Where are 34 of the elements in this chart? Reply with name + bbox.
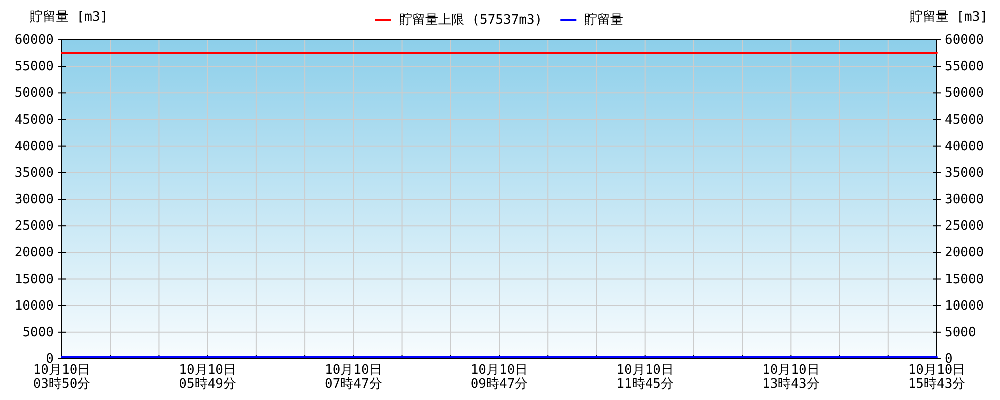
x-tick-label: 10月10日 13時43分 [762,363,820,392]
y2-tick-label: 40000 [945,139,984,154]
x-tick-label: 10月10日 03時50分 [33,363,91,392]
x-tick-label: 10月10日 11時45分 [616,363,674,392]
y2-tick-label: 60000 [945,33,984,48]
y2-tick-label: 30000 [945,192,984,208]
y2-tick-label: 5000 [945,325,976,340]
y2-tick-label: 50000 [945,86,984,102]
y-tick-label: 35000 [14,166,54,181]
x-tick-label: 10月10日 05時49分 [179,363,236,392]
y-tick-label: 55000 [14,60,54,75]
y2-axis-title: 貯留量 [m3] [910,10,988,25]
y-axis-title: 貯留量 [m3] [30,10,108,25]
y-tick-label: 15000 [14,272,54,288]
legend-label: 貯留量 [584,13,624,28]
y-tick-label: 40000 [14,139,54,154]
x-tick-label: 10月10日 07時47分 [325,363,382,392]
y-tick-label: 5000 [22,325,54,340]
y2-tick-label: 10000 [945,298,984,314]
y-tick-label: 50000 [14,86,54,102]
y2-tick-label: 55000 [945,60,984,75]
y-tick-label: 60000 [14,33,54,48]
y-tick-label: 30000 [14,192,54,208]
x-tick-label: 10月10日 09時47分 [470,363,528,392]
y2-tick-label: 35000 [945,166,984,181]
y2-tick-label: 20000 [945,246,984,261]
y2-tick-label: 15000 [945,272,984,288]
y2-tick-label: 25000 [945,219,984,234]
y-tick-label: 20000 [14,246,54,261]
y-tick-label: 45000 [14,112,54,128]
y-tick-label: 10000 [14,298,54,314]
legend-label: 貯留量上限 (57537m3) [399,13,543,28]
y2-tick-label: 45000 [945,112,984,128]
y-tick-label: 25000 [14,219,54,234]
